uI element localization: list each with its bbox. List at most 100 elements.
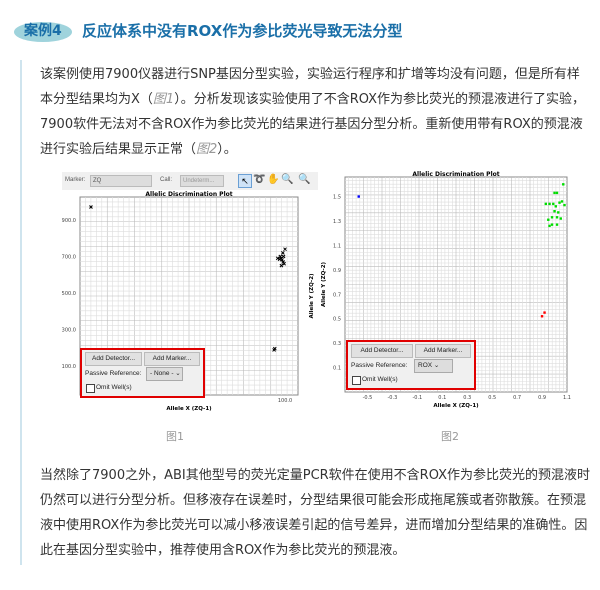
data-point <box>559 217 562 220</box>
y-tick-label: 500.0 <box>62 291 76 297</box>
zoom-out-icon[interactable]: 🔍 <box>298 174 311 185</box>
data-point <box>555 223 559 226</box>
data-point <box>547 218 550 221</box>
y-tick-label: 1.5 <box>333 195 341 201</box>
y-axis-label: Allele Y (ZQ-2) <box>321 261 327 307</box>
passive-reference-select[interactable]: - None - ⌄ <box>146 367 183 381</box>
intro-paragraph: 该案例使用7900仪器进行SNP基因分型实验，实验运行程序和扩增等均没有问题，但… <box>40 62 592 162</box>
data-point <box>281 254 286 259</box>
y-tick-label: 0.3 <box>333 341 341 347</box>
data-point <box>560 200 564 203</box>
y-tick-label: 700.0 <box>62 254 76 260</box>
omit-wells-checkbox[interactable] <box>352 376 361 385</box>
x-axis-label: Allele X (ZQ-1) <box>433 403 479 409</box>
add-marker-button[interactable]: Add Marker... <box>144 352 200 366</box>
x-tick-label: 0.5 <box>488 395 496 401</box>
data-point <box>277 257 282 262</box>
data-point <box>275 256 280 261</box>
data-point <box>281 260 286 264</box>
data-point <box>272 346 277 351</box>
zoom-in-icon[interactable]: 🔍 <box>281 174 294 185</box>
figure-1-caption: 图1 <box>166 430 184 443</box>
data-point <box>544 202 547 206</box>
data-point <box>282 261 286 266</box>
passive-reference-value: - None - <box>150 370 174 377</box>
x-tick-label: 100.0 <box>278 398 292 404</box>
y-tick-label: 100.0 <box>62 364 76 370</box>
passive-reference-select[interactable]: ROX ⌄ <box>414 359 453 373</box>
data-point <box>548 202 551 206</box>
data-point <box>543 311 546 314</box>
data-point <box>280 250 285 255</box>
section-title: 反应体系中没有ROX作为参比荧光导致无法分型 <box>82 22 403 40</box>
data-point <box>548 224 551 228</box>
detector-panel-1: Add Detector... Add Marker... Passive Re… <box>80 348 205 398</box>
data-point <box>554 205 557 208</box>
conclusion-paragraph: 当然除了7900之外，ABI其他型号的荧光定量PCR软件在使用不含ROX作为参比… <box>40 468 591 558</box>
add-marker-button[interactable]: Add Marker... <box>415 344 471 358</box>
data-point <box>562 183 565 186</box>
data-point <box>89 205 93 209</box>
passive-reference-label: Passive Reference: <box>351 362 408 369</box>
call-label: Call: <box>160 177 173 183</box>
y-tick-label: 0.1 <box>333 366 341 372</box>
x-tick-label: -0.5 <box>363 395 373 401</box>
add-detector-button[interactable]: Add Detector... <box>85 352 142 366</box>
data-point <box>540 315 544 318</box>
y-axis-label: Allele Y (ZQ-2) <box>309 273 315 319</box>
y-tick-label: 1.1 <box>333 243 341 249</box>
plot-toolbar: Marker: ZQ Call: Undeterm... ↖ ➰ ✋ 🔍 🔍 <box>62 172 318 190</box>
figure-ref-2: 图2 <box>196 142 218 157</box>
marker-label: Marker: <box>65 177 86 183</box>
y-tick-label: 0.7 <box>333 292 341 298</box>
data-point <box>279 263 284 268</box>
data-point <box>555 191 559 195</box>
x-tick-label: 1.1 <box>563 395 571 401</box>
x-tick-label: -0.3 <box>388 395 398 401</box>
add-detector-button[interactable]: Add Detector... <box>351 344 413 358</box>
lasso-tool-icon[interactable]: ➰ <box>253 174 266 185</box>
plot-title: Allelic Discrimination Plot <box>412 171 499 178</box>
plot-title: Allelic Discrimination Plot <box>145 191 232 198</box>
data-point <box>278 254 283 259</box>
x-tick-label: 0.9 <box>538 395 546 401</box>
intro-text-3: ）。 <box>217 142 237 157</box>
figure-ref-1: 图1 <box>152 92 175 107</box>
y-tick-label: 300.0 <box>62 327 76 333</box>
data-point <box>555 216 559 219</box>
data-point <box>563 203 566 207</box>
call-select[interactable]: Undeterm... <box>180 175 224 187</box>
data-point <box>357 195 360 198</box>
x-axis-label: Allele X (ZQ-1) <box>166 406 212 412</box>
omit-wells-label: Omit Well(s) <box>96 384 132 391</box>
data-point <box>553 191 556 195</box>
case-badge: 案例4 <box>24 23 62 39</box>
passive-reference-value: ROX <box>418 362 433 369</box>
data-point <box>283 247 287 252</box>
y-tick-label: 0.9 <box>333 268 341 274</box>
intro-text-2: ）。分析发现该实验使用了不含ROX作为参比荧光的预混液进行了实验，7900软件无… <box>40 92 586 157</box>
data-point <box>558 201 561 204</box>
figure-2-caption: 图2 <box>441 430 459 443</box>
x-tick-label: 0.1 <box>438 395 446 401</box>
y-tick-label: 1.3 <box>333 219 341 225</box>
x-tick-label: 0.3 <box>463 395 471 401</box>
y-tick-label: 0.5 <box>333 317 341 323</box>
omit-wells-label: Omit Well(s) <box>362 376 398 383</box>
pointer-tool-icon[interactable]: ↖ <box>238 174 252 188</box>
x-tick-label: -0.1 <box>412 395 422 401</box>
x-tick-label: 0.7 <box>513 395 521 401</box>
marker-select[interactable]: ZQ <box>90 175 152 187</box>
badge-background <box>14 22 72 42</box>
quote-border <box>20 60 22 565</box>
data-point <box>550 223 554 226</box>
data-point <box>550 216 554 219</box>
data-point <box>557 211 560 214</box>
hand-tool-icon[interactable]: ✋ <box>267 174 280 185</box>
omit-wells-checkbox[interactable] <box>86 384 95 393</box>
data-point <box>553 210 556 213</box>
intro-text-1: 该案例使用7900仪器进行SNP基因分型实验，实验运行程序和扩增等均没有问题，但… <box>40 67 580 107</box>
y-tick-label: 900.0 <box>62 218 76 224</box>
data-point <box>552 202 555 206</box>
passive-reference-label: Passive Reference: <box>85 370 142 377</box>
